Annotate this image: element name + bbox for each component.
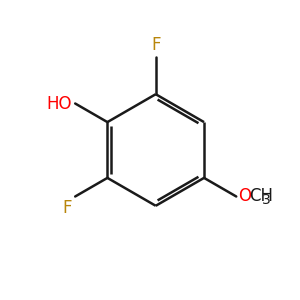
Text: F: F: [63, 200, 72, 217]
Text: HO: HO: [47, 94, 72, 112]
Text: O: O: [238, 188, 251, 206]
Text: CH: CH: [249, 188, 273, 206]
Text: 3: 3: [262, 193, 271, 207]
Text: F: F: [151, 36, 160, 54]
